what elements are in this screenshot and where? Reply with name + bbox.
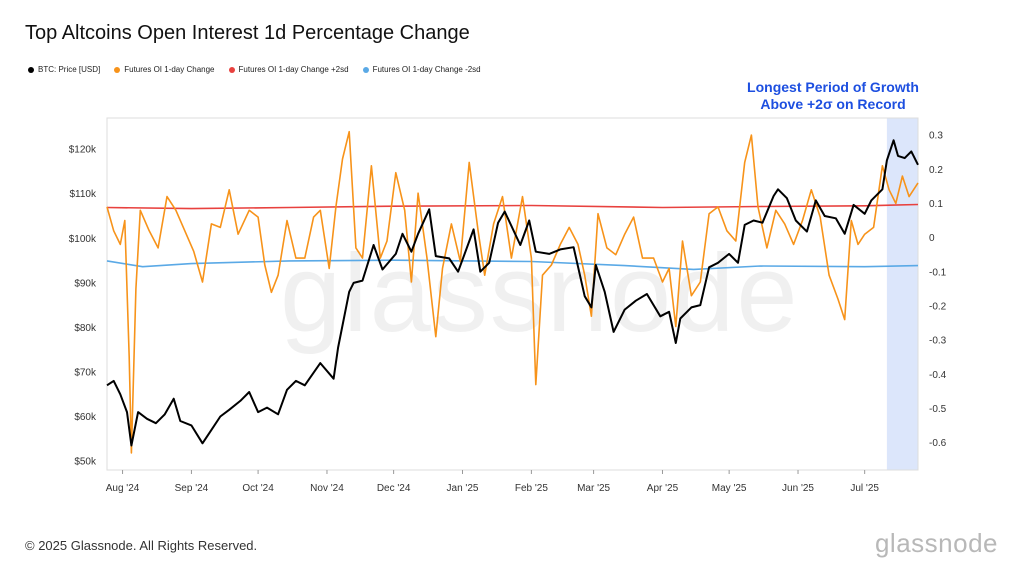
x-tick-label: Mar '25 [577,483,610,494]
x-tick-label: Nov '24 [310,483,344,494]
y-left-tick-label: $100k [69,234,97,245]
x-tick-label: Jan '25 [447,483,479,494]
y-left-tick-label: $50k [74,457,97,468]
legend: BTC: Price [USD] Futures OI 1-day Change… [28,65,481,74]
plot-frame [106,117,919,471]
y-left-tick-label: $90k [74,278,97,289]
y-left-tick-label: $110k [69,189,97,200]
y-right-tick-label: -0.1 [929,267,947,278]
series-line-1 [106,130,919,454]
x-tick-label: Jul '25 [850,483,879,494]
y-right-tick-label: -0.4 [929,370,947,381]
legend-swatch-plus-2sd [228,66,235,73]
y-right-tick-label: 0.2 [929,165,943,176]
series-line-3 [106,259,919,271]
x-tick-label: Aug '24 [106,483,140,494]
y-right-tick-label: 0.1 [929,199,943,210]
x-tick-label: Dec '24 [377,483,411,494]
series-line-0 [106,139,919,447]
brand-logo: glassnode [874,528,998,558]
annotation-line-2: Above +2σ on Record [760,96,906,112]
y-right-tick-label: -0.2 [929,301,947,312]
chart-title: Top Altcoins Open Interest 1d Percentage… [25,22,470,44]
y-left-tick-label: $70k [74,367,97,378]
legend-item-minus-2sd[interactable]: Futures OI 1-day Change -2sd [362,65,481,74]
y-right-tick-label: -0.5 [929,404,947,415]
y-right-tick-label: 0 [929,233,935,244]
series-line-2 [106,203,919,210]
y-left-tick-label: $80k [74,323,97,334]
x-tick-label: Feb '25 [515,483,548,494]
x-tick-label: Sep '24 [175,483,209,494]
legend-swatch-btc [28,66,34,73]
legend-label: BTC: Price [USD] [38,65,101,74]
x-tick-label: Oct '24 [242,483,274,494]
legend-swatch-minus-2sd [362,66,369,73]
y-left-tick-label: $60k [74,412,97,423]
legend-item-plus-2sd[interactable]: Futures OI 1-day Change +2sd [228,65,349,74]
x-tick-label: May '25 [712,483,747,494]
highlight-region [886,118,918,470]
legend-label: Futures OI 1-day Change [124,65,215,74]
copyright: © 2025 Glassnode. All Rights Reserved. [25,538,258,553]
y-right-tick-label: 0.3 [929,131,943,142]
x-tick-label: Jun '25 [782,483,814,494]
annotation: Longest Period of Growth Above +2σ on Re… [738,79,928,113]
y-left-tick-label: $120k [69,145,97,156]
legend-swatch-oi [114,66,121,73]
legend-item-btc-price[interactable]: BTC: Price [USD] [28,65,100,74]
y-right-tick-label: -0.6 [929,438,947,449]
x-tick-label: Apr '25 [647,483,679,494]
legend-label: Futures OI 1-day Change +2sd [238,65,349,74]
y-right-tick-label: -0.3 [929,336,947,347]
legend-item-oi-change[interactable]: Futures OI 1-day Change [114,65,215,74]
annotation-line-1: Longest Period of Growth [747,79,919,95]
legend-label: Futures OI 1-day Change -2sd [372,65,481,74]
